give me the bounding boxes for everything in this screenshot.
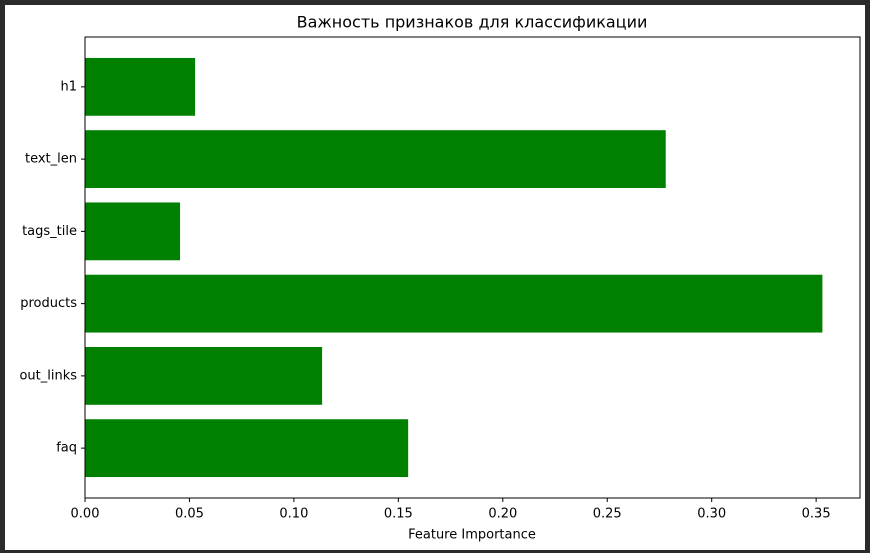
y-tick-label: out_links — [19, 368, 77, 383]
x-tick-label: 0.10 — [279, 507, 308, 522]
y-tick-label: text_len — [25, 152, 77, 167]
x-tick-label: 0.35 — [802, 507, 831, 522]
y-tick-label: faq — [56, 441, 77, 456]
bar — [85, 419, 409, 478]
y-tick-label: tags_tile — [22, 224, 77, 239]
x-axis-label: Feature Importance — [408, 528, 536, 543]
bar — [85, 346, 323, 405]
bar — [85, 274, 823, 333]
plot-frame — [84, 36, 861, 499]
x-tick-label: 0.00 — [71, 507, 100, 522]
x-tick-label: 0.25 — [593, 507, 622, 522]
x-tick-label: 0.30 — [697, 507, 726, 522]
bar — [85, 202, 181, 261]
y-tick-label: h1 — [60, 79, 77, 94]
x-tick-label: 0.15 — [384, 507, 413, 522]
bar — [85, 130, 666, 189]
bar — [85, 57, 196, 116]
x-tick-label: 0.05 — [175, 507, 204, 522]
x-tick-label: 0.20 — [488, 507, 517, 522]
chart-title: Важность признаков для классификации — [297, 13, 648, 32]
y-tick-label: products — [20, 296, 77, 311]
